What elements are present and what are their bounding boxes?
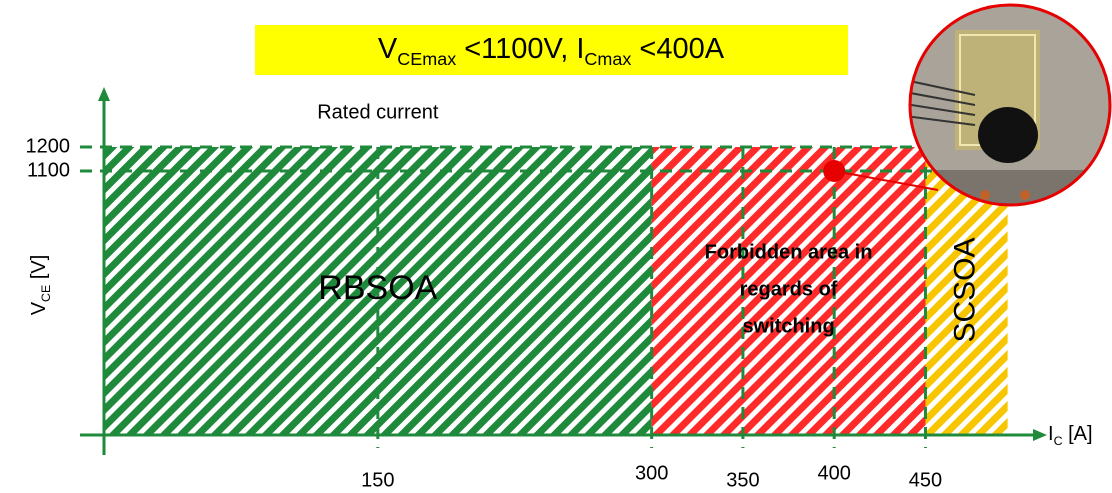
photo bbox=[908, 3, 1112, 207]
marker bbox=[823, 160, 846, 182]
subscript: CEmax bbox=[397, 49, 456, 69]
y-axis-label: VCE [V] bbox=[28, 255, 53, 316]
subscript: C bbox=[1054, 434, 1063, 448]
x-tick-label: 150 bbox=[361, 469, 394, 491]
text-part: [V] bbox=[28, 255, 50, 285]
region-label: switching bbox=[742, 315, 834, 337]
subscript: CE bbox=[39, 285, 53, 302]
y-tick-label: 1100 bbox=[27, 159, 70, 181]
region-label: Forbidden area in bbox=[705, 241, 873, 263]
x-tick-label: 300 bbox=[635, 462, 668, 484]
subscript: Cmax bbox=[584, 49, 631, 69]
text-part: [A] bbox=[1063, 423, 1093, 445]
title-box bbox=[255, 25, 848, 75]
x-tick-label: 350 bbox=[726, 469, 759, 491]
region-label: SCSOA bbox=[948, 237, 981, 342]
region-label: RBSOA bbox=[318, 269, 437, 307]
y-tick-label: 1200 bbox=[26, 135, 71, 157]
x-arrow bbox=[1033, 429, 1047, 441]
region-label: regards of bbox=[740, 278, 838, 300]
text-part: <1100V, I bbox=[456, 33, 584, 65]
x-tick-label: 450 bbox=[909, 469, 942, 491]
region bbox=[651, 147, 926, 435]
chart-title: VCEmax <1100V, ICmax <400A bbox=[378, 33, 725, 69]
text-part: V bbox=[28, 301, 50, 315]
x-tick-label: 400 bbox=[818, 462, 851, 484]
annotation: Rated current bbox=[317, 101, 439, 123]
callout-line bbox=[834, 170, 939, 191]
y-arrow bbox=[98, 87, 110, 101]
text-part: <400A bbox=[631, 33, 724, 65]
text-part: V bbox=[378, 33, 398, 65]
x-axis-label: IC [A] bbox=[1048, 423, 1093, 448]
text-part: I bbox=[1048, 423, 1054, 445]
